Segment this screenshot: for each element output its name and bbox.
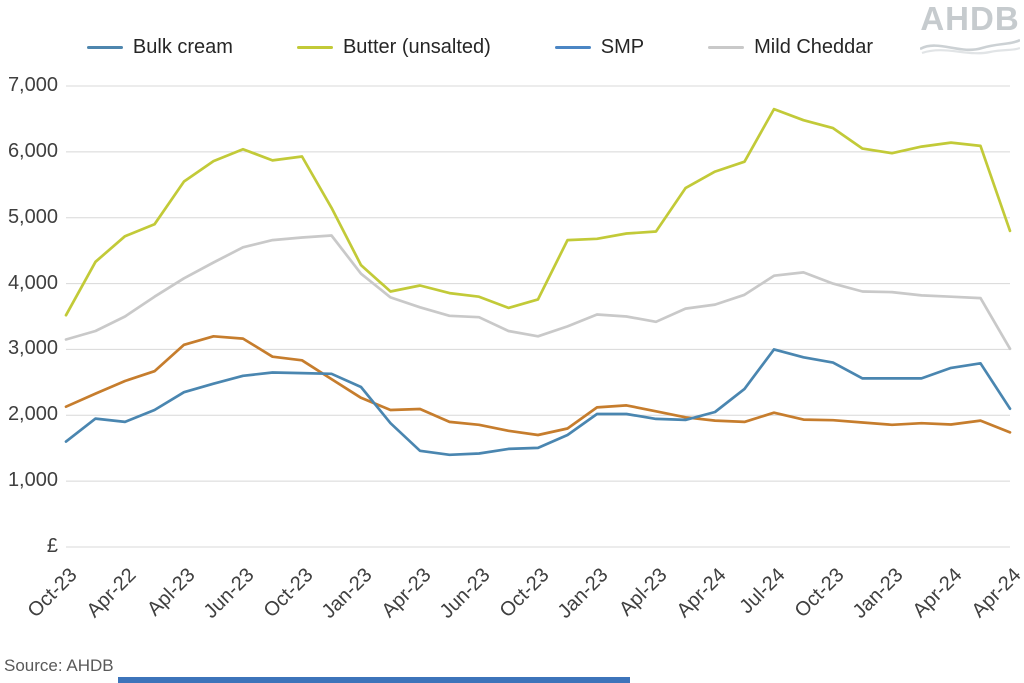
legend-item-smp: SMP [554, 36, 645, 59]
y-tick-label: 6,000 [7, 139, 58, 162]
series-line-bulk-cream [64, 348, 1012, 457]
legend-label: Mild Cheddar [754, 36, 874, 58]
y-tick-label: 3,000 [7, 337, 58, 360]
series-line-mild-cheddar [64, 234, 1012, 351]
legend-label: Bulk cream [132, 36, 233, 58]
legend-swatch [86, 45, 123, 50]
series-line-butter-unsalted- [64, 107, 1012, 317]
legend-item-mild-cheddar: Mild Cheddar [708, 36, 873, 59]
source-note: Source: AHDB [4, 656, 114, 675]
legend-swatch [554, 45, 591, 50]
legend-swatch [296, 45, 333, 50]
y-tick-label: 5,000 [7, 205, 58, 228]
y-tick-label: 7,000 [7, 74, 58, 96]
y-tick-label: 2,000 [7, 403, 58, 426]
legend-label: Butter (unsalted) [342, 36, 491, 58]
ahdb-logo-wave-icon [919, 38, 1021, 55]
ahdb-logo-text: AHDB [920, 0, 1020, 37]
legend-swatch [708, 45, 745, 50]
plot-lines-svg [64, 85, 1012, 548]
y-tick-label: 1,000 [7, 469, 58, 492]
bottom-bar [118, 677, 630, 683]
y-tick-label: 4,000 [7, 271, 58, 294]
ahdb-logo: AHDB [918, 2, 1022, 64]
chart-legend: Bulk cream Butter (unsalted) SMP Mild Chedd… [0, 36, 960, 59]
legend-item-butter-unsalted-: Butter (unsalted) [296, 36, 491, 59]
legend-item-bulk-cream: Bulk cream [86, 36, 233, 59]
y-axis-unit-label: £ [46, 535, 58, 557]
legend-label: SMP [600, 36, 645, 58]
series-line-smp [64, 334, 1012, 437]
